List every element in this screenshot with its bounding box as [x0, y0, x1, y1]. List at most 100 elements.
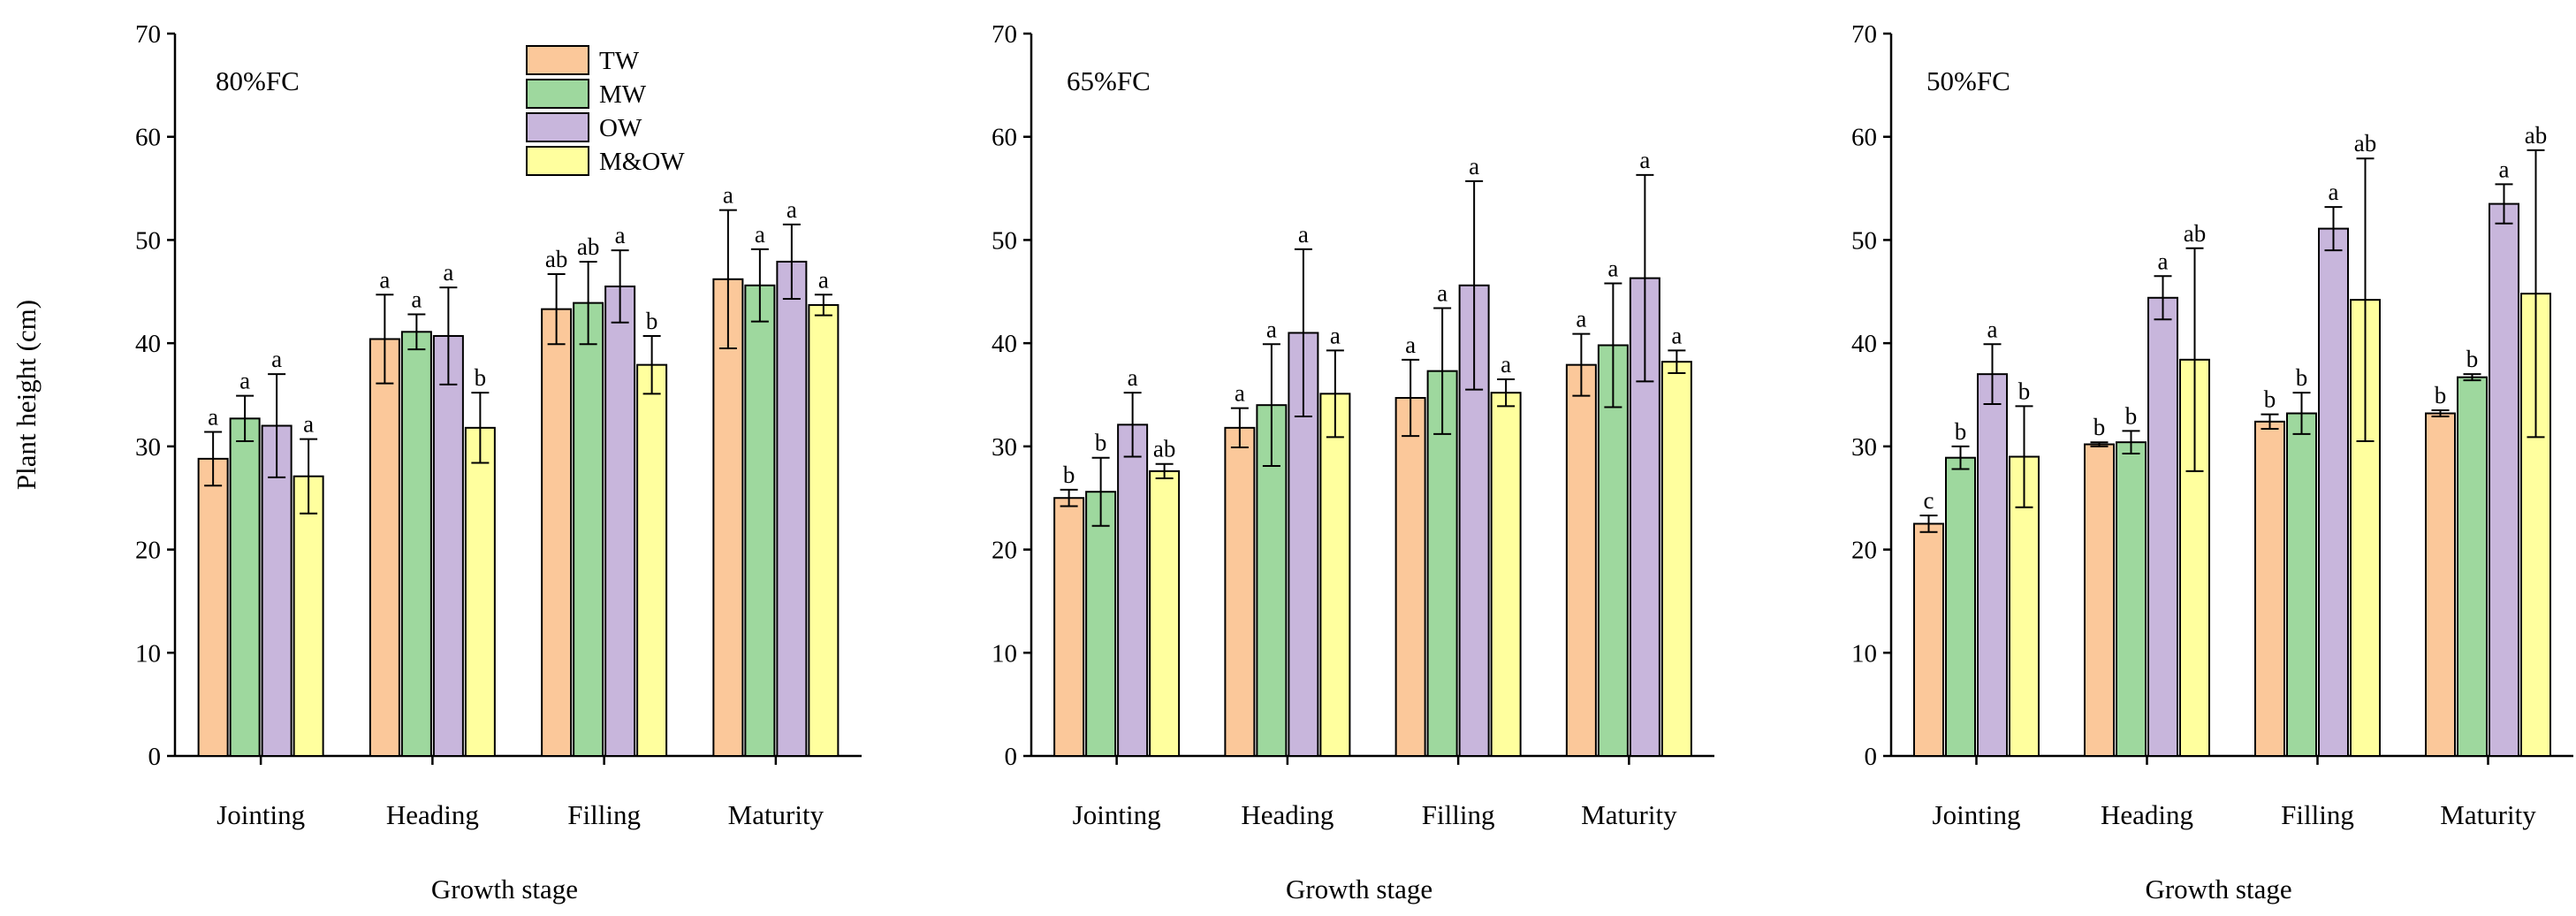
x-category-label: Filling [567, 799, 641, 830]
x-category-label: Heading [386, 799, 479, 830]
bar-mandow [1490, 392, 1522, 757]
y-tick-label: 60 [135, 124, 161, 152]
panels: 0 10 20 30 40 50 60 70 80%FC Growth stage Plant he… [11, 20, 2573, 905]
x-axis-title: Growth stage [2145, 874, 2291, 905]
significance-label: a [239, 368, 250, 394]
bar-tw [1053, 497, 1085, 757]
significance-label: a [1330, 322, 1341, 348]
significance-label: a [786, 196, 797, 223]
bar-ow [2489, 202, 2519, 758]
y-tick-label: 70 [135, 20, 161, 49]
bar-tw [2425, 412, 2456, 757]
significance-label: a [1437, 279, 1448, 306]
significance-label: b [1063, 462, 1075, 488]
significance-label: a [1469, 153, 1479, 179]
bar-mandow [1319, 393, 1351, 757]
significance-label: a [818, 266, 829, 293]
panel-2: 0 10 20 30 40 50 60 70 65%FC Growth stage Jointing… [992, 20, 1714, 905]
significance-label: ab [545, 246, 567, 272]
panel-1: 0 10 20 30 40 50 60 70 80%FC Growth stage Plant he… [11, 20, 862, 905]
significance-label: a [443, 259, 453, 286]
significance-label: a [723, 182, 733, 209]
bar-mw [2457, 376, 2488, 757]
y-tick-label: 0 [148, 743, 162, 771]
significance-label: a [1501, 351, 1511, 378]
bar-mw [2116, 441, 2147, 757]
significance-label: ab [1153, 436, 1175, 462]
legend-swatch [526, 45, 589, 75]
significance-label: a [1405, 332, 1416, 358]
x-category-label: Heading [2101, 799, 2193, 830]
bar-tw [197, 457, 229, 757]
bar-mw [744, 284, 776, 758]
x-category-label: Filling [2281, 799, 2354, 830]
panel-3: 0 10 20 30 40 50 60 70 50%FC Growth stage Jointing… [1851, 20, 2573, 905]
significance-label: a [1266, 316, 1277, 342]
bar-tw [2254, 420, 2285, 757]
x-category-label: Heading [1241, 799, 1334, 830]
y-tick-label: 50 [1851, 226, 1877, 255]
y-tick-label: 50 [992, 226, 1017, 255]
bar-mw [1085, 491, 1117, 757]
bar-tw [1565, 363, 1597, 757]
significance-label: ab [2354, 130, 2376, 156]
bar-mandow [1660, 361, 1692, 757]
significance-label: c [1924, 487, 1934, 514]
legend-label: M&OW [599, 148, 685, 176]
legend-label: TW [599, 47, 640, 75]
legend-swatch [526, 112, 589, 142]
legend-label: MW [599, 80, 647, 109]
bar-mw [573, 302, 604, 758]
panel-title: 80%FC [216, 65, 300, 96]
significance-label: a [379, 266, 390, 293]
bar-ow [432, 334, 464, 757]
significance-label: a [615, 222, 626, 248]
y-tick-label: 70 [1851, 20, 1877, 49]
legend-swatch [526, 146, 589, 176]
bar-tw [1913, 523, 1944, 758]
x-axis-title: Growth stage [431, 874, 578, 905]
significance-label: b [2296, 364, 2308, 391]
significance-label: b [1955, 418, 1967, 445]
bar-ow [604, 285, 636, 757]
y-tick-label: 40 [1851, 330, 1877, 358]
bar-tw [369, 338, 400, 757]
y-tick-label: 50 [135, 226, 161, 255]
bar-mandow [464, 426, 496, 757]
y-tick-label: 30 [1851, 433, 1877, 462]
bar-tw [541, 308, 573, 757]
bar-ow [1977, 373, 2008, 757]
significance-label: ab [2525, 122, 2547, 149]
x-category-label: Jointing [1933, 799, 2021, 830]
y-tick-label: 20 [1851, 537, 1877, 565]
bar-mandow [808, 303, 840, 757]
bar-tw [1224, 426, 1256, 757]
bar-ow [2147, 296, 2178, 757]
bar-ow [261, 424, 293, 757]
significance-label: a [303, 411, 314, 438]
significance-label: b [2125, 402, 2138, 429]
significance-label: b [2018, 378, 2031, 404]
bar-tw [2084, 443, 2115, 757]
x-category-label: Filling [1422, 799, 1495, 830]
y-tick-label: 60 [992, 124, 1017, 152]
panel-title: 65%FC [1067, 65, 1151, 96]
significance-label: a [1987, 316, 1998, 342]
significance-label: a [1235, 380, 1245, 407]
significance-label: a [755, 221, 765, 248]
y-tick-label: 20 [992, 537, 1017, 565]
significance-label: a [271, 346, 282, 372]
significance-label: b [2466, 346, 2479, 372]
bar-ow [2318, 227, 2349, 757]
bar-mandow [1149, 469, 1181, 758]
bar-mandow [293, 475, 324, 757]
bar-mandow [636, 363, 668, 757]
bar-tw [1394, 397, 1426, 757]
legend-label: OW [599, 114, 642, 142]
y-tick-label: 0 [1865, 743, 1878, 771]
bar-mw [1945, 456, 1976, 758]
y-axis-title: Plant height (cm) [11, 300, 42, 490]
x-category-label: Maturity [2440, 799, 2536, 830]
significance-label: ab [2184, 220, 2206, 247]
